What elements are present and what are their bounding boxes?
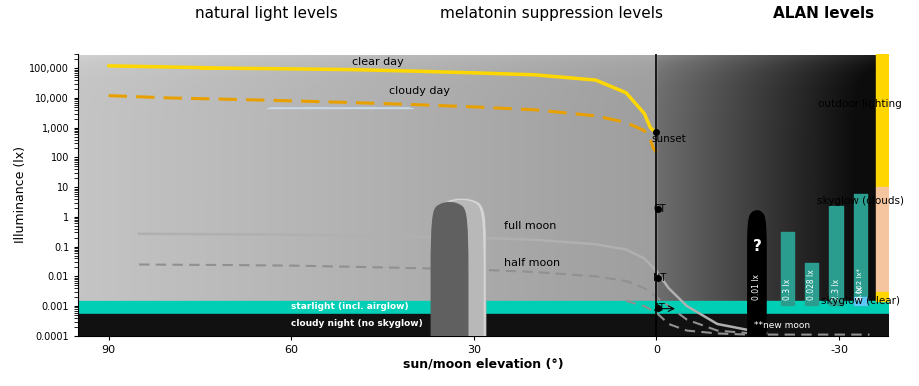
Text: NT: NT <box>652 273 666 283</box>
Text: skyglow (clouds): skyglow (clouds) <box>816 196 902 206</box>
Text: 0.3 lx: 0.3 lx <box>782 279 791 300</box>
Text: 6 lx: 6 lx <box>855 286 864 300</box>
Text: ?: ? <box>752 239 761 254</box>
Text: skyglow (clear): skyglow (clear) <box>820 296 899 306</box>
Text: cloudy day: cloudy day <box>388 86 449 96</box>
Text: clear day: clear day <box>352 57 403 67</box>
Text: natural light levels: natural light levels <box>195 6 338 21</box>
Text: 0.028 lx: 0.028 lx <box>806 269 815 300</box>
Circle shape <box>437 198 485 386</box>
Text: 0.01 lx: 0.01 lx <box>752 274 761 300</box>
Circle shape <box>747 211 766 386</box>
Text: 0.002 lx*: 0.002 lx* <box>857 268 862 300</box>
Text: full moon: full moon <box>504 222 556 231</box>
Text: CT: CT <box>652 204 665 214</box>
X-axis label: sun/moon elevation (°): sun/moon elevation (°) <box>403 357 562 371</box>
Text: sunset: sunset <box>651 134 686 144</box>
Text: AT: AT <box>652 303 664 313</box>
Text: melatonin suppression levels: melatonin suppression levels <box>440 6 663 21</box>
Text: **new moon: **new moon <box>753 321 809 330</box>
Text: ALAN levels: ALAN levels <box>772 6 873 21</box>
Text: half moon: half moon <box>504 258 560 268</box>
Y-axis label: Illuminance (lx): Illuminance (lx) <box>14 146 27 244</box>
Circle shape <box>440 201 482 386</box>
Text: 2.3 lx: 2.3 lx <box>831 279 840 300</box>
Text: outdoor lighting: outdoor lighting <box>817 99 902 109</box>
Text: cloudy night (no skyglow): cloudy night (no skyglow) <box>291 320 423 328</box>
Text: starlight (incl. airglow): starlight (incl. airglow) <box>291 302 408 311</box>
Circle shape <box>431 203 467 386</box>
